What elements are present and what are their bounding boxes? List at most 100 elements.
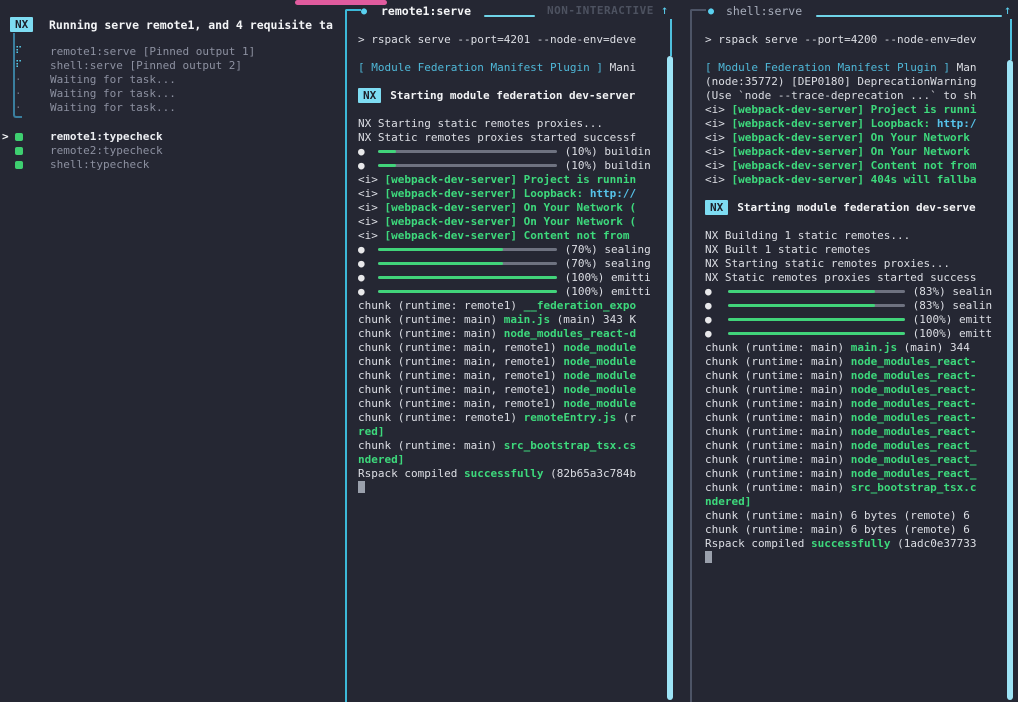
progress-label: (83%) sealin bbox=[912, 298, 993, 312]
progress-bar-fill bbox=[377, 261, 503, 265]
terminal-line: <i> [webpack-dev-server] Project is runn… bbox=[705, 102, 1005, 116]
non-interactive-label: NON-INTERACTIVE bbox=[547, 4, 654, 17]
progress-bullet-icon: ● bbox=[358, 256, 365, 270]
text-segment: successfully bbox=[810, 536, 891, 550]
text-segment: (82b65a3c784b bbox=[543, 466, 637, 480]
text-segment: > rspack serve --port=4200 --node-env=de… bbox=[705, 32, 977, 46]
terminal-line: ● (70%) sealing bbox=[358, 256, 657, 270]
terminal-line: chunk (runtime: main) main.js (main) 343… bbox=[358, 312, 657, 326]
nx-message: Starting module federation dev-serve bbox=[737, 200, 976, 214]
text-segment: chunk (runtime: main) bbox=[705, 410, 851, 424]
scroll-up-arrow-icon[interactable]: ↑ bbox=[1004, 3, 1012, 17]
scrollbar-thumb[interactable] bbox=[1007, 60, 1013, 700]
task-row[interactable]: shell:typecheck bbox=[0, 158, 340, 172]
text-segment: <i> bbox=[705, 172, 732, 186]
terminal-line: <i> [webpack-dev-server] On Your Network bbox=[705, 144, 1005, 158]
text-segment: chunk (runtime: main, remote1) bbox=[358, 340, 564, 354]
text-segment: <i> bbox=[358, 200, 385, 214]
text-segment: node_module bbox=[563, 368, 637, 382]
terminal-line: chunk (runtime: main) node_modules_react… bbox=[705, 368, 1005, 382]
task-row[interactable]: remote2:typecheck bbox=[0, 144, 340, 158]
text-segment: http:/ bbox=[936, 116, 977, 130]
terminal-line: chunk (runtime: main) node_modules_react… bbox=[705, 382, 1005, 396]
terminal-line: (Use `node --trace-deprecation ...` to s… bbox=[705, 88, 1005, 102]
terminal-line: NX Starting module federation dev-server bbox=[358, 87, 657, 103]
terminal-line bbox=[358, 74, 657, 88]
task-label: shell:typecheck bbox=[50, 158, 150, 171]
text-segment: <i> bbox=[358, 228, 385, 242]
progress-bar-fill bbox=[377, 289, 557, 293]
top-pink-bar bbox=[295, 0, 387, 5]
pane-border bbox=[690, 9, 706, 702]
terminal-line: ● (100%) emitti bbox=[358, 270, 657, 284]
task-label: remote2:typecheck bbox=[50, 144, 163, 157]
task-row[interactable]: · Waiting for task... bbox=[0, 73, 340, 87]
terminal-line bbox=[705, 46, 1005, 60]
nx-badge: NX bbox=[705, 199, 729, 215]
task-row[interactable]: ⠏ remote1:serve [Pinned output 1] bbox=[0, 45, 340, 59]
text-segment: <i> bbox=[705, 116, 732, 130]
progress-bullet-icon: ● bbox=[705, 326, 712, 340]
pane-title-shell-serve[interactable]: shell:serve bbox=[726, 4, 803, 18]
text-segment: <i> bbox=[358, 172, 385, 186]
text-segment: <i> bbox=[705, 102, 732, 116]
text-segment: NX Static remotes proxies started succes… bbox=[705, 270, 977, 284]
terminal-line: chunk (runtime: remote1) __federation_ex… bbox=[358, 298, 657, 312]
terminal-line: ● (10%) buildin bbox=[358, 144, 657, 158]
success-square-icon bbox=[15, 133, 23, 141]
terminal-line: chunk (runtime: main, remote1) node_modu… bbox=[358, 340, 657, 354]
terminal-line: ndered] bbox=[705, 494, 1005, 508]
terminal-line: chunk (runtime: main) node_modules_react… bbox=[705, 452, 1005, 466]
scrollbar-thumb[interactable] bbox=[667, 56, 673, 700]
text-segment: [webpack-dev-server] On Your Network ( bbox=[384, 200, 637, 214]
terminal-line: chunk (runtime: main) 6 bytes (remote) 6 bbox=[705, 508, 1005, 522]
terminal-line: Rspack compiled successfully (1adc0e3773… bbox=[705, 536, 1005, 550]
progress-bar bbox=[727, 331, 905, 335]
text-segment: <i> bbox=[705, 158, 732, 172]
terminal-output-remote1-serve[interactable]: > rspack serve --port=4201 --node-env=de… bbox=[358, 32, 657, 692]
text-segment: Rspack compiled bbox=[358, 466, 464, 480]
terminal-line: ● (83%) sealin bbox=[705, 298, 1005, 312]
terminal-line: chunk (runtime: main, remote1) node_modu… bbox=[358, 368, 657, 382]
task-label: remote1:typecheck bbox=[50, 130, 163, 143]
terminal-line: ndered] bbox=[358, 452, 657, 466]
title-rule bbox=[816, 15, 1002, 17]
task-row[interactable]: ⠏ shell:serve [Pinned output 2] bbox=[0, 59, 340, 73]
task-row[interactable]: · Waiting for task... bbox=[0, 101, 340, 115]
text-segment: main.js bbox=[850, 340, 898, 354]
scrollbar-track[interactable] bbox=[670, 19, 672, 56]
scroll-up-arrow-icon[interactable]: ↑ bbox=[661, 3, 669, 17]
text-segment: chunk (runtime: main) bbox=[705, 382, 851, 396]
terminal-line: NX Static remotes proxies started succes… bbox=[705, 270, 1005, 284]
scrollbar-track[interactable] bbox=[1010, 19, 1012, 60]
text-segment: chunk (runtime: main) bbox=[358, 326, 504, 340]
terminal-line bbox=[358, 480, 657, 494]
text-segment: Mani bbox=[603, 60, 637, 74]
terminal-line: <i> [webpack-dev-server] Project is runn… bbox=[358, 172, 657, 186]
terminal-line: (node:35772) [DEP0180] DeprecationWarnin… bbox=[705, 74, 1005, 88]
text-segment: src_bootstrap_tsx.c bbox=[850, 480, 977, 494]
terminal-line: <i> [webpack-dev-server] On Your Network… bbox=[358, 214, 657, 228]
text-segment: [webpack-dev-server] Loopback: bbox=[384, 186, 590, 200]
pane-title-remote1-serve[interactable]: remote1:serve bbox=[381, 4, 472, 18]
task-row[interactable]: > remote1:typecheck bbox=[0, 130, 340, 144]
task-label: Waiting for task... bbox=[50, 73, 176, 86]
pane-status-bullet-icon: ● bbox=[708, 6, 715, 17]
text-segment: [webpack-dev-server] 404s will fallba bbox=[731, 172, 977, 186]
text-segment: __federation_expo bbox=[523, 298, 637, 312]
terminal-output-shell-serve[interactable]: > rspack serve --port=4200 --node-env=de… bbox=[705, 32, 1005, 692]
text-segment: <i> bbox=[358, 186, 385, 200]
text-segment: chunk (runtime: main, remote1) bbox=[358, 368, 564, 382]
text-segment: main.js bbox=[503, 312, 551, 326]
text-segment: node_modules_react- bbox=[850, 382, 977, 396]
text-segment: node_module bbox=[563, 340, 637, 354]
progress-bar-fill bbox=[377, 247, 503, 251]
text-segment: chunk (runtime: main) bbox=[705, 438, 851, 452]
task-label: remote1:serve [Pinned output 1] bbox=[50, 45, 256, 58]
progress-bar bbox=[727, 317, 905, 321]
text-segment: chunk (runtime: main) 6 bytes (remote) 6 bbox=[705, 508, 970, 522]
progress-bar bbox=[727, 289, 905, 293]
task-row[interactable]: · Waiting for task... bbox=[0, 87, 340, 101]
terminal-line: ● (10%) buildin bbox=[358, 158, 657, 172]
